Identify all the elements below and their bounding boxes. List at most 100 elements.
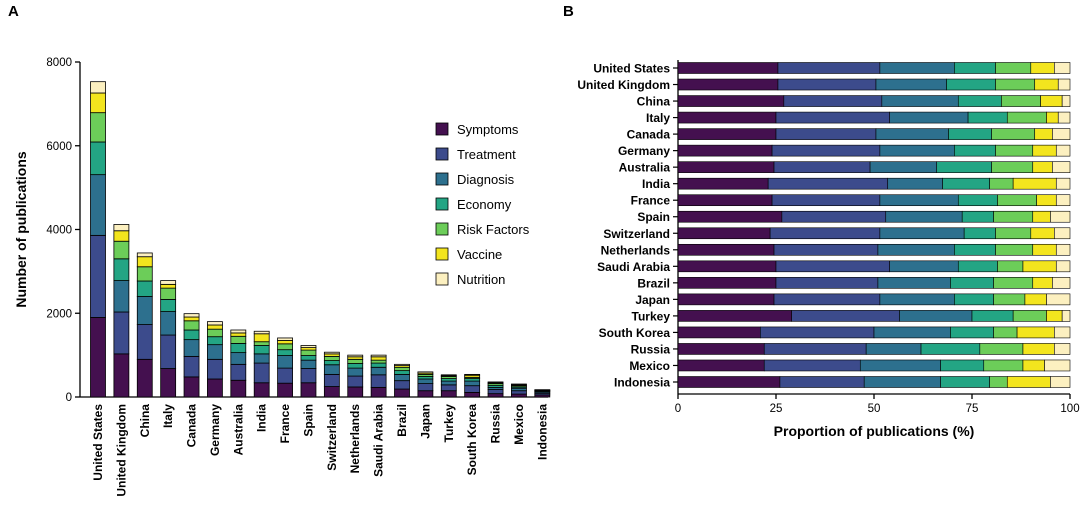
y-tick-label: Switzerland <box>603 227 670 241</box>
y-tick-label: 6000 <box>46 141 72 153</box>
bar-brazil-vaccine <box>1032 277 1053 289</box>
bar-russia-risk-factors <box>979 343 1024 355</box>
bar-china-vaccine <box>1040 95 1063 107</box>
bar-united-kingdom-economy <box>946 78 996 91</box>
bar-india-risk-factors <box>989 177 1014 190</box>
bar-united-states-symptoms <box>677 62 779 74</box>
bar-netherlands-diagnosis <box>347 367 364 377</box>
bar-france-risk-factors <box>277 343 293 351</box>
bar-brazil-diagnosis <box>394 373 410 382</box>
y-tick-label: Brazil <box>637 276 670 290</box>
y-axis-title: Number of publications <box>13 151 29 308</box>
y-tick-label: Japan <box>635 293 670 307</box>
bar-russia-symptoms <box>677 343 765 355</box>
y-tick-label: Indonesia <box>614 376 670 390</box>
bar-india-treatment <box>253 362 270 384</box>
x-tick-label: Australia <box>231 404 245 456</box>
bar-japan-risk-factors <box>993 293 1026 306</box>
x-tick-label: United States <box>91 404 105 481</box>
bar-saudi-arabia-vaccine <box>370 356 387 361</box>
bar-saudi-arabia-treatment <box>370 374 387 388</box>
bar-mexico-treatment <box>511 390 527 395</box>
bar-mexico-risk-factors <box>983 359 1024 372</box>
bar-germany-economy <box>954 144 996 157</box>
bar-australia-economy <box>936 161 992 173</box>
x-tick-label: United Kingdom <box>114 404 128 497</box>
bar-turkey-treatment <box>440 384 457 392</box>
bar-turkey-symptoms <box>440 390 457 398</box>
bar-india-diagnosis <box>253 353 270 364</box>
bar-germany-diagnosis <box>879 144 955 157</box>
bar-brazil-risk-factors <box>394 366 410 372</box>
bar-netherlands-vaccine <box>1032 243 1057 256</box>
bar-united-kingdom-symptoms <box>113 353 130 398</box>
bar-italy-nutrition <box>160 280 177 285</box>
bar-switzerland-symptoms <box>323 386 340 398</box>
bar-canada-diagnosis <box>875 128 949 140</box>
bar-switzerland-diagnosis <box>323 364 340 375</box>
bar-saudi-arabia-symptoms <box>370 386 387 398</box>
bar-south-korea-economy <box>950 326 994 339</box>
bar-canada-nutrition <box>183 313 200 318</box>
bar-canada-risk-factors <box>183 320 200 331</box>
bar-mexico-vaccine <box>1022 359 1045 372</box>
bar-canada-economy <box>183 329 200 341</box>
bar-spain-economy <box>300 355 317 361</box>
x-tick-label: 75 <box>966 403 979 415</box>
bar-brazil-treatment <box>394 380 410 390</box>
bar-south-korea-diagnosis <box>464 380 481 387</box>
bar-united-states-diagnosis <box>879 62 955 74</box>
bar-australia-vaccine <box>230 332 247 337</box>
bar-saudi-arabia-vaccine <box>1022 260 1057 273</box>
bar-turkey-diagnosis <box>899 310 973 322</box>
bar-japan-nutrition <box>417 371 434 374</box>
bar-netherlands-economy <box>954 243 996 256</box>
bar-netherlands-nutrition <box>347 354 364 358</box>
bar-netherlands-symptoms <box>347 386 364 398</box>
bar-russia-economy <box>920 343 981 355</box>
bar-united-kingdom-economy <box>113 258 130 281</box>
bar-turkey-diagnosis <box>440 380 457 386</box>
bar-japan-vaccine <box>1024 293 1047 306</box>
x-tick-label: Spain <box>301 404 315 437</box>
bar-switzerland-vaccine <box>1030 227 1055 240</box>
y-tick-label: South Korea <box>599 326 671 340</box>
y-tick-label: United Kingdom <box>577 78 670 92</box>
bar-australia-nutrition <box>1052 161 1071 173</box>
bar-united-states-risk-factors <box>90 112 106 143</box>
bar-italy-treatment <box>775 111 890 124</box>
bar-switzerland-economy <box>323 360 340 366</box>
x-tick-label: Switzerland <box>325 404 339 471</box>
bar-indonesia-diagnosis <box>863 376 941 388</box>
bar-germany-economy <box>207 336 223 346</box>
bar-spain-symptoms <box>677 210 783 223</box>
bar-india-diagnosis <box>887 177 943 190</box>
bar-netherlands-treatment <box>773 243 879 256</box>
x-tick-label: 25 <box>770 403 783 415</box>
bar-switzerland-nutrition <box>1054 227 1071 240</box>
x-tick-label: Germany <box>208 404 222 456</box>
bar-italy-vaccine <box>160 283 177 289</box>
bar-united-states-symptoms <box>90 317 106 398</box>
legend-label-economy: Economy <box>457 197 512 212</box>
bar-france-vaccine <box>277 340 293 345</box>
y-tick-label: Russia <box>631 342 671 356</box>
bar-germany-risk-factors <box>207 328 223 338</box>
legend-swatch-risk-factors <box>435 222 449 236</box>
legend-swatch-vaccine <box>435 247 449 261</box>
bar-germany-treatment <box>207 358 223 380</box>
bar-switzerland-diagnosis <box>879 227 965 240</box>
bar-germany-vaccine <box>1032 144 1057 157</box>
y-tick-label: Turkey <box>632 309 671 323</box>
bar-italy-nutrition <box>1057 111 1071 124</box>
bar-united-states-risk-factors <box>995 62 1032 74</box>
bar-brazil-economy <box>394 370 410 375</box>
bar-india-vaccine <box>1012 177 1057 190</box>
bar-germany-vaccine <box>207 324 223 330</box>
bar-turkey-nutrition <box>440 374 457 377</box>
x-tick-label: Brazil <box>395 404 409 437</box>
x-tick-label: India <box>255 404 269 432</box>
y-tick-label: Spain <box>637 210 670 224</box>
bar-germany-nutrition <box>1055 144 1071 157</box>
bar-brazil-symptoms <box>394 388 410 398</box>
